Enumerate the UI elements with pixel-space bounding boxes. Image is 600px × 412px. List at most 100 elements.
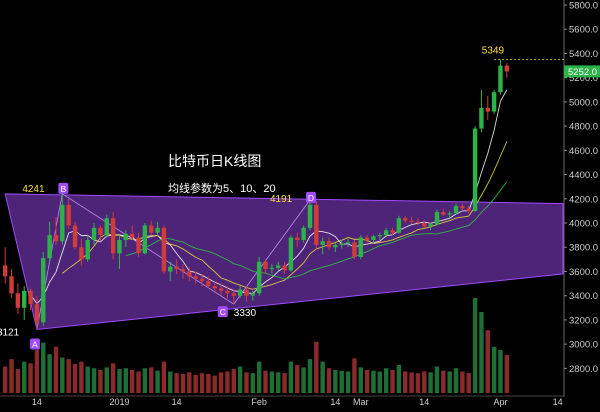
volume-bar	[352, 358, 357, 393]
current-price-label: 5252.0	[568, 67, 597, 78]
volume-bar	[434, 366, 440, 393]
point-letter-C: C	[220, 307, 226, 317]
candle-body	[504, 65, 510, 72]
candle-body	[447, 213, 452, 215]
candle-body	[149, 225, 154, 233]
candle-body	[47, 235, 52, 259]
volume-bar	[66, 359, 71, 393]
point-value-peak: 5349	[482, 46, 505, 57]
date-tick-label: 14	[172, 397, 182, 407]
candle-body	[22, 290, 27, 308]
price-tick-label: 5200.0	[569, 73, 598, 84]
candle-body	[460, 206, 465, 209]
candle-body	[199, 278, 205, 282]
candle-body	[2, 265, 8, 277]
candle-body	[434, 212, 440, 225]
candle-body	[34, 304, 40, 323]
candle-body	[110, 218, 116, 254]
candle-body	[428, 224, 433, 227]
volume-bar	[504, 355, 510, 393]
candle-body	[155, 227, 160, 233]
volume-bar	[403, 371, 408, 393]
point-value-C: 3330	[234, 308, 257, 319]
price-tick-label: 5600.0	[569, 25, 598, 36]
date-tick-label: 14	[553, 397, 563, 407]
volume-bar	[276, 372, 281, 393]
volume-bar	[199, 373, 205, 393]
volume-bar	[320, 361, 325, 393]
candle-body	[60, 204, 65, 242]
volume-bar	[60, 357, 65, 393]
candle-body	[415, 221, 421, 224]
volume-bar	[161, 361, 167, 393]
date-tick-label: Feb	[251, 397, 267, 407]
chart-title: 比特币日K线图	[168, 153, 261, 169]
point-letter-A: A	[32, 339, 38, 349]
candle-body	[326, 241, 332, 248]
volume-bar	[466, 373, 471, 393]
date-tick-label: 14	[419, 397, 429, 407]
candle-body	[422, 223, 427, 227]
volume-bar	[237, 366, 243, 393]
candle-body	[282, 265, 287, 271]
volume-bar	[28, 363, 33, 393]
candle-body	[453, 206, 459, 214]
price-tick-label: 3000.0	[569, 340, 598, 351]
candle-body	[174, 266, 179, 270]
candlestick-layer	[2, 59, 510, 330]
volume-bar	[460, 371, 465, 393]
date-tick-label: 14	[330, 397, 340, 407]
candle-body	[256, 261, 262, 294]
candle-body	[371, 236, 376, 240]
candle-body	[225, 290, 230, 294]
volume-bar	[22, 361, 27, 393]
volume-bar	[187, 372, 192, 393]
volume-bar	[53, 346, 59, 393]
volume-bar	[326, 368, 332, 393]
volume-bar	[110, 363, 116, 393]
volume-bar	[256, 361, 262, 393]
volume-bar	[98, 369, 103, 393]
volume-bar	[9, 359, 14, 393]
candle-body	[320, 241, 325, 245]
volume-bar	[129, 369, 135, 393]
candle-body	[485, 107, 490, 112]
price-tick-label: 4600.0	[569, 146, 598, 157]
candle-body	[339, 243, 344, 245]
ma20-line	[125, 181, 508, 280]
candle-body	[180, 269, 186, 272]
volume-bar	[85, 366, 90, 393]
volume-bar	[396, 364, 402, 393]
candle-body	[390, 230, 395, 233]
volume-bar	[472, 298, 478, 393]
volume-bar	[250, 373, 256, 393]
volume-bar	[333, 369, 338, 393]
annotation-layer: A 3121 B 4241 C 3330 D 4191 5349	[0, 46, 564, 350]
volume-bar	[415, 373, 421, 393]
volume-bar	[117, 369, 122, 393]
date-tick-label: 14	[32, 397, 42, 407]
date-tick-label: Apr	[493, 397, 507, 407]
point-value-A: 3121	[0, 327, 20, 338]
candle-body	[288, 237, 294, 271]
volume-bar	[2, 366, 8, 393]
candle-body	[136, 237, 141, 254]
price-tick-label: 4200.0	[569, 194, 598, 205]
candle-body	[66, 204, 71, 226]
candle-body	[129, 233, 135, 238]
point-value-D: 4191	[270, 194, 293, 205]
candle-body	[301, 227, 306, 240]
candle-body	[231, 293, 236, 296]
candle-body	[358, 237, 363, 257]
price-tick-label: 5400.0	[569, 49, 598, 60]
volume-bar	[104, 367, 109, 393]
candle-body	[409, 220, 414, 222]
volume-bar	[123, 368, 129, 393]
point-value-B: 4241	[22, 184, 45, 195]
candle-body	[314, 204, 319, 245]
candle-body	[307, 204, 313, 228]
candle-body	[276, 265, 281, 268]
volume-bar	[371, 370, 376, 393]
candle-body	[72, 225, 78, 248]
